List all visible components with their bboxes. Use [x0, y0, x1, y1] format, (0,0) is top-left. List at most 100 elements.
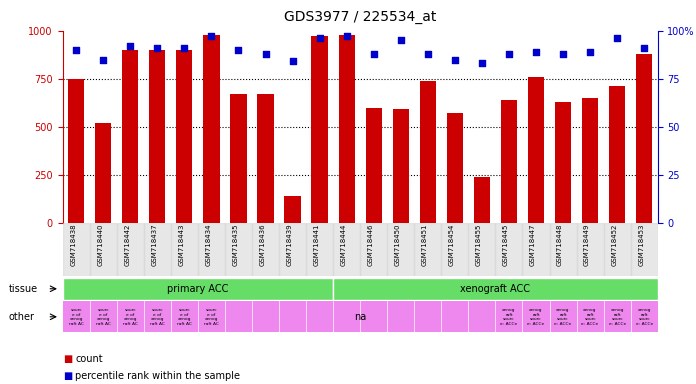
Point — [450, 56, 461, 63]
Bar — [523, 223, 550, 276]
Text: na: na — [354, 312, 366, 322]
Bar — [528, 77, 544, 223]
Text: GSM718440: GSM718440 — [97, 224, 103, 266]
Bar — [447, 113, 463, 223]
Bar — [550, 223, 576, 276]
Bar — [144, 223, 171, 276]
Bar — [365, 108, 382, 223]
Point — [314, 35, 325, 41]
Bar — [387, 223, 414, 276]
Bar — [312, 36, 328, 223]
Text: xenog
raft
sourc
e: ACCe: xenog raft sourc e: ACCe — [635, 308, 653, 326]
Bar — [225, 223, 252, 276]
Point — [530, 49, 541, 55]
Text: GSM718455: GSM718455 — [476, 224, 482, 266]
Bar — [117, 223, 144, 276]
Bar — [258, 94, 274, 223]
Bar — [285, 196, 301, 223]
Text: GSM718448: GSM718448 — [557, 224, 563, 266]
Text: sourc
e of
xenog
raft AC: sourc e of xenog raft AC — [122, 308, 138, 326]
Point — [395, 37, 406, 43]
Bar — [609, 86, 625, 223]
Text: percentile rank within the sample: percentile rank within the sample — [75, 371, 240, 381]
Bar — [631, 223, 658, 276]
Point — [206, 33, 217, 40]
Point — [233, 47, 244, 53]
Bar — [468, 223, 496, 276]
Bar — [306, 223, 333, 276]
FancyBboxPatch shape — [63, 278, 333, 300]
Point — [70, 47, 81, 53]
Text: GSM718452: GSM718452 — [611, 224, 617, 266]
Bar — [603, 223, 631, 276]
Text: ■: ■ — [63, 371, 72, 381]
Text: sourc
e of
xenog
raft AC: sourc e of xenog raft AC — [96, 308, 111, 326]
Bar — [63, 223, 90, 276]
Bar — [582, 98, 598, 223]
Text: GSM718444: GSM718444 — [340, 224, 347, 266]
Point — [152, 45, 163, 51]
Bar — [414, 223, 441, 276]
Text: GSM718438: GSM718438 — [70, 224, 76, 266]
Point — [287, 58, 298, 65]
Bar — [555, 102, 571, 223]
Text: GSM718442: GSM718442 — [125, 224, 130, 266]
Text: sourc
e of
xenog
raft AC: sourc e of xenog raft AC — [177, 308, 192, 326]
Bar — [576, 223, 603, 276]
Text: GSM718445: GSM718445 — [503, 224, 509, 266]
Text: GSM718436: GSM718436 — [260, 224, 265, 266]
Bar — [393, 109, 409, 223]
Text: sourc
e of
xenog
raft AC: sourc e of xenog raft AC — [69, 308, 84, 326]
Text: xenog
raft
sourc
e: ACCe: xenog raft sourc e: ACCe — [528, 308, 545, 326]
Bar — [122, 50, 139, 223]
Point — [612, 35, 623, 41]
Bar — [171, 223, 198, 276]
Text: xenog
raft
sourc
e: ACCe: xenog raft sourc e: ACCe — [581, 308, 599, 326]
Point — [503, 51, 514, 57]
Text: GSM718447: GSM718447 — [530, 224, 536, 266]
Bar — [496, 223, 523, 276]
Bar — [149, 50, 166, 223]
Point — [260, 51, 271, 57]
Bar — [361, 223, 387, 276]
Text: GSM718449: GSM718449 — [584, 224, 590, 266]
Text: xenograft ACC: xenograft ACC — [461, 284, 530, 294]
Text: tissue: tissue — [8, 284, 38, 294]
Bar — [90, 223, 117, 276]
Bar — [230, 94, 246, 223]
Point — [368, 51, 379, 57]
Point — [179, 45, 190, 51]
Text: GSM718454: GSM718454 — [449, 224, 455, 266]
Bar — [68, 79, 84, 223]
Bar — [203, 35, 219, 223]
Point — [639, 45, 650, 51]
Text: xenog
raft
sourc
e: ACCe: xenog raft sourc e: ACCe — [555, 308, 571, 326]
Text: GSM718453: GSM718453 — [638, 224, 644, 266]
Point — [422, 51, 434, 57]
Text: ■: ■ — [63, 354, 72, 364]
Bar — [176, 50, 193, 223]
Text: xenog
raft
sourc
e: ACCe: xenog raft sourc e: ACCe — [500, 308, 518, 326]
Text: GSM718443: GSM718443 — [178, 224, 184, 266]
Text: GSM718450: GSM718450 — [395, 224, 401, 266]
Text: other: other — [8, 312, 34, 322]
Bar — [636, 54, 652, 223]
Text: GDS3977 / 225534_at: GDS3977 / 225534_at — [284, 10, 436, 23]
Bar — [198, 223, 225, 276]
FancyBboxPatch shape — [63, 301, 658, 332]
Point — [125, 43, 136, 49]
Text: GSM718437: GSM718437 — [151, 224, 157, 266]
Text: sourc
e of
xenog
raft AC: sourc e of xenog raft AC — [204, 308, 219, 326]
Bar — [95, 123, 111, 223]
Point — [557, 51, 569, 57]
Bar — [474, 177, 490, 223]
Text: GSM718434: GSM718434 — [205, 224, 212, 266]
Bar — [441, 223, 468, 276]
Bar — [333, 223, 361, 276]
Bar — [252, 223, 279, 276]
Bar — [501, 100, 517, 223]
Text: GSM718435: GSM718435 — [232, 224, 239, 266]
Text: GSM718441: GSM718441 — [314, 224, 319, 266]
Text: sourc
e of
xenog
raft AC: sourc e of xenog raft AC — [150, 308, 165, 326]
Text: GSM718439: GSM718439 — [287, 224, 292, 266]
